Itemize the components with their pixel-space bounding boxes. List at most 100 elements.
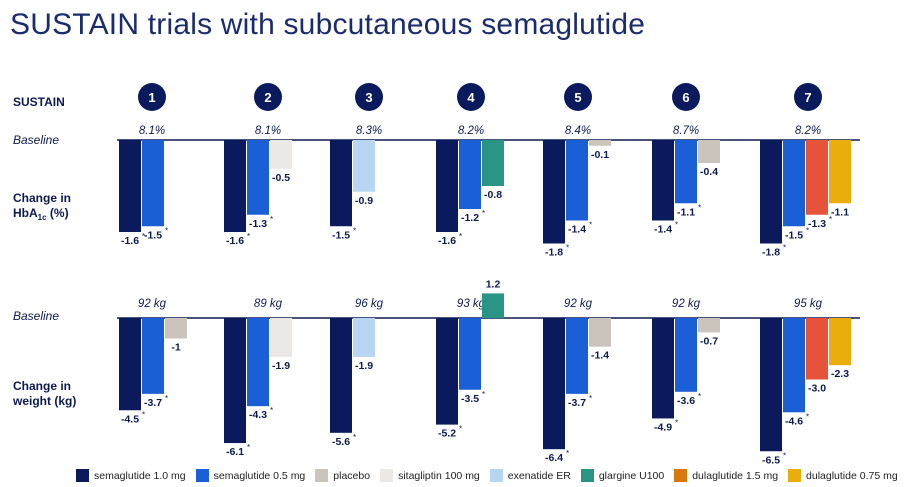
legend-label: dulaglutide 0.75 mg xyxy=(806,469,898,482)
hba1c-bar-t5-sema05 xyxy=(566,140,588,221)
weight-star-t6-sema10: * xyxy=(675,418,678,427)
hba1c-bar-t6-sema05 xyxy=(675,140,697,204)
hba1c-axis-label-line2: HbA1c (%) xyxy=(13,206,69,222)
weight-label-t6-sema10: -4.9 xyxy=(654,421,672,433)
weight-bar-t5-sema10 xyxy=(543,318,565,450)
page-title: SUSTAIN trials with subcutaneous semaglu… xyxy=(10,8,646,41)
hba1c-label-t7-sema10: -1.8 xyxy=(762,247,780,259)
legend-swatch xyxy=(76,469,89,482)
trial-2-badge xyxy=(254,83,282,111)
legend-label: semaglutide 0.5 mg xyxy=(213,469,306,482)
weight-bar-t2-sema05 xyxy=(247,318,269,407)
legend-item-8: dulaglutide 0.75 mg xyxy=(788,469,898,482)
weight-star-t5-sema10: * xyxy=(566,449,569,458)
hba1c-bar-t6-sema10 xyxy=(652,140,674,221)
hba1c-bar-t7-sema10 xyxy=(760,140,782,244)
plot-area: 1 2 3 4 5 6 78.1% 8.1% 8.3% 8.2% 8.4% 8.7% 8.2%-1.6 *… xyxy=(117,83,860,466)
weight-label-t1-sema10: -4.5 xyxy=(121,413,139,425)
hba1c-label-t5-sema10: -1.8 xyxy=(545,247,563,259)
hba1c-label-t2-sitagliptin: -0.5 xyxy=(272,172,290,184)
legend-label: glargine U100 xyxy=(598,469,665,482)
weight-baseline-2: 89 kg xyxy=(254,298,283,310)
legend-label: sitagliptin 100 mg xyxy=(398,469,480,482)
hba1c-label-t7-dula075: -1.1 xyxy=(831,206,849,218)
hba1c-label-t2-sema10: -1.6 xyxy=(226,235,244,247)
trial-7-badge xyxy=(794,83,822,111)
legend-swatch xyxy=(580,469,594,482)
weight-label-t2-sitagliptin: -1.9 xyxy=(272,360,290,372)
hba1c-star-t1-sema10: * xyxy=(142,232,145,241)
trial-1-number: 1 xyxy=(148,90,155,105)
hba1c-unit: (%) xyxy=(47,206,69,220)
hba1c-star-t5-sema10: * xyxy=(566,244,569,253)
weight-bar-t1-sema10 xyxy=(119,318,141,411)
hba1c-axis-label-line1: Change in xyxy=(13,191,71,205)
hba1c-subscript: 1c xyxy=(38,213,47,222)
hba1c-label-t1-sema05: -1.5 xyxy=(144,229,162,241)
weight-label-t6-placebo: -0.7 xyxy=(700,335,718,347)
hba1c-baseline-6: 8.7% xyxy=(673,125,699,137)
trial-3-badge xyxy=(355,83,383,111)
weight-label-t4-sema05: -3.5 xyxy=(461,393,479,405)
weight-bar-t1-placebo xyxy=(165,318,187,339)
weight-bar-t5-sema05 xyxy=(566,318,588,394)
legend: semaglutide 1.0 mg semaglutide 0.5 mg plac… xyxy=(76,469,908,482)
legend-item-7: dulaglutide 1.5 mg xyxy=(674,469,778,482)
legend-item-3: placebo xyxy=(315,469,370,482)
weight-bar-t7-sema05 xyxy=(783,318,805,413)
legend-swatch xyxy=(788,469,802,482)
legend-swatch xyxy=(195,469,209,482)
hba1c-label-t4-sema05: -1.2 xyxy=(461,212,479,224)
hba1c-label-t5-sema05: -1.4 xyxy=(568,224,586,236)
weight-bar-t6-sema10 xyxy=(652,318,674,419)
hba1c-label-t5-placebo: -0.1 xyxy=(591,149,609,161)
hba1c-star-t7-dula15: * xyxy=(829,215,832,224)
legend-item-5: exenatide ER xyxy=(489,469,571,482)
hba1c-label-t4-glargine: -0.8 xyxy=(484,189,502,201)
hba1c-bar-t7-sema05 xyxy=(783,140,805,227)
legend-item-4: sitagliptin 100 mg xyxy=(380,469,480,482)
weight-label-t4-glargine: 1.2 xyxy=(486,278,501,290)
weight-axis-label-line1: Change in xyxy=(13,379,71,393)
weight-baseline-4: 93 kg xyxy=(457,298,486,310)
legend-swatch xyxy=(380,469,394,482)
weight-baseline-7: 95 kg xyxy=(794,298,823,310)
hba1c-star-t6-sema05: * xyxy=(698,203,701,212)
legend-label: dulaglutide 1.5 mg xyxy=(692,469,779,482)
legend-label: semaglutide 1.0 mg xyxy=(94,469,186,482)
hba1c-label-t3-sema10: -1.5 xyxy=(332,229,350,241)
hba1c-bar-t5-placebo xyxy=(589,140,611,146)
trial-6-badge xyxy=(672,83,700,111)
weight-label-t7-dula15: -3.0 xyxy=(808,383,826,395)
legend-item-1: semaglutide 1.0 mg xyxy=(76,469,186,482)
hba1c-label-t6-sema05: -1.1 xyxy=(677,206,695,218)
hba1c-bar-t4-glargine xyxy=(482,140,504,186)
trial-3-number: 3 xyxy=(365,90,372,105)
weight-label-t6-sema05: -3.6 xyxy=(677,395,695,407)
trial-6-number: 6 xyxy=(682,90,689,105)
hba1c-label-t1-sema10: -1.6 xyxy=(121,235,139,247)
hba1c-baseline-3: 8.3% xyxy=(356,125,382,137)
hba1c-bar-t2-sema05 xyxy=(247,140,269,215)
trial-4-number: 4 xyxy=(467,90,475,105)
weight-bar-t7-dula075 xyxy=(829,318,851,366)
weight-bar-t2-sitagliptin xyxy=(270,318,292,357)
hba1c-star-t3-sema10: * xyxy=(353,226,356,235)
weight-star-t7-sema10: * xyxy=(783,451,786,460)
legend-item-6: glargine U100 xyxy=(580,469,665,482)
weight-star-t7-sema05: * xyxy=(806,412,809,421)
weight-label-t2-sema10: -6.1 xyxy=(226,446,244,458)
hba1c-bar-t2-sitagliptin xyxy=(270,140,292,169)
hba1c-bar-t4-sema10 xyxy=(436,140,458,232)
trial-7-number: 7 xyxy=(804,90,811,105)
weight-label-t1-sema05: -3.7 xyxy=(144,397,162,409)
legend-item-2: semaglutide 0.5 mg xyxy=(195,469,306,482)
weight-bar-t4-glargine xyxy=(482,293,504,318)
weight-label-t7-sema05: -4.6 xyxy=(785,415,803,427)
hba1c-bar-t7-dula15 xyxy=(806,140,828,215)
weight-bar-t3-sema10 xyxy=(330,318,352,433)
hba1c-star-t7-sema05: * xyxy=(806,226,809,235)
hba1c-star-t2-sema05: * xyxy=(270,215,273,224)
weight-star-t4-sema05: * xyxy=(482,390,485,399)
